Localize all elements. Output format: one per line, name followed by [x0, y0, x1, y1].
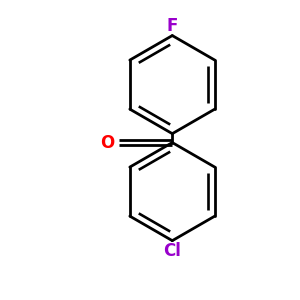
- Text: Cl: Cl: [164, 242, 181, 260]
- Text: O: O: [100, 134, 114, 152]
- Text: F: F: [167, 17, 178, 35]
